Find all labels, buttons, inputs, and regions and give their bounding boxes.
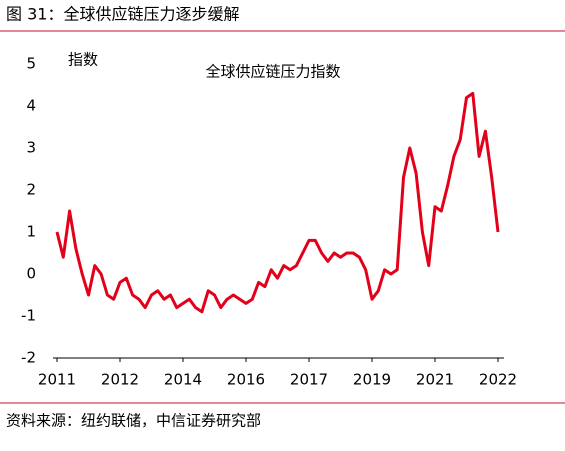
source-note: 资料来源：纽约联储，中信证券研究部: [6, 412, 261, 430]
y-tick-label: 1: [26, 223, 36, 241]
y-tick-label: -2: [21, 349, 36, 367]
y-tick-label: 0: [26, 265, 36, 283]
chart-title: 图 31：全球供应链压力逐步缓解: [6, 5, 239, 24]
y-tick-label: 3: [26, 139, 36, 157]
x-tick-label: 2014: [164, 371, 202, 389]
y-tick-label: 4: [26, 97, 36, 115]
x-tick-label: 2017: [290, 371, 328, 389]
y-tick-label: -1: [21, 307, 36, 325]
x-tick-label: 2011: [38, 371, 76, 389]
x-tick-label: 2016: [227, 371, 265, 389]
data-line: [55, 91, 500, 314]
x-tick-label: 2019: [353, 371, 391, 389]
y-tick-label: 5: [26, 55, 36, 73]
y-axis-label: 指数: [68, 51, 98, 69]
chart-subtitle: 全球供应链压力指数: [205, 63, 340, 81]
x-tick-label: 2021: [416, 371, 454, 389]
y-tick-label: 2: [26, 181, 36, 199]
x-tick-label: 2022: [479, 371, 517, 389]
x-tick-label: 2012: [101, 371, 139, 389]
